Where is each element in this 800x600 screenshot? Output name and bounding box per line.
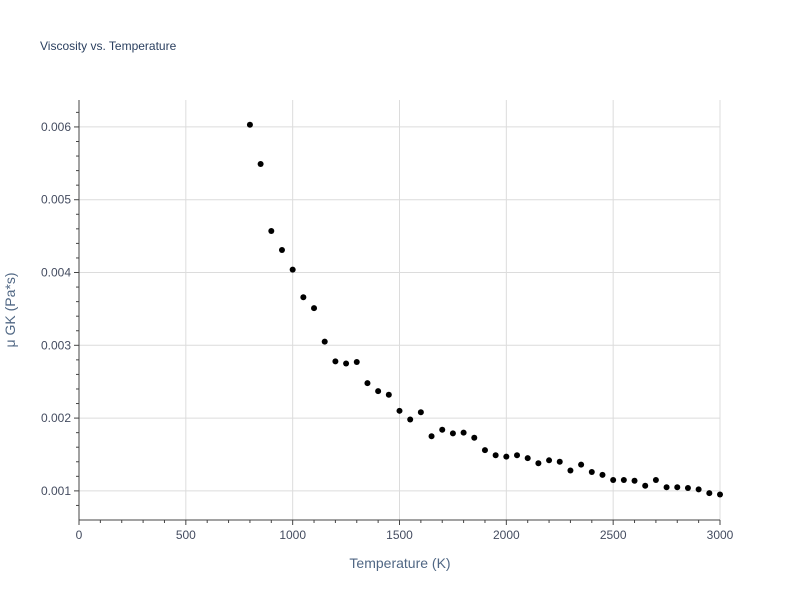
x-tick-label: 2500	[600, 528, 627, 542]
y-tick-label: 0.003	[41, 338, 71, 352]
x-tick-label: 1000	[279, 528, 306, 542]
data-point[interactable]	[663, 484, 670, 491]
data-point[interactable]	[642, 482, 649, 489]
data-point[interactable]	[268, 228, 275, 235]
chart-title: Viscosity vs. Temperature	[40, 39, 177, 53]
data-point[interactable]	[257, 161, 264, 168]
data-point[interactable]	[375, 388, 382, 395]
data-point[interactable]	[332, 358, 339, 365]
data-point[interactable]	[246, 121, 253, 128]
data-point[interactable]	[278, 246, 285, 253]
data-point[interactable]	[439, 426, 446, 433]
data-point[interactable]	[578, 461, 585, 468]
data-point[interactable]	[620, 476, 627, 483]
x-tick-label: 500	[176, 528, 196, 542]
data-point[interactable]	[599, 471, 606, 478]
data-point[interactable]	[706, 490, 713, 497]
data-point[interactable]	[492, 452, 499, 459]
data-point[interactable]	[546, 457, 553, 464]
data-point[interactable]	[321, 338, 328, 345]
y-axis-title: μ GK (Pa*s)	[2, 273, 18, 348]
data-point[interactable]	[428, 433, 435, 440]
data-point[interactable]	[364, 380, 371, 387]
x-tick-label: 1500	[386, 528, 413, 542]
y-axis-ticks: 0.001 0.002 0.003 0.004 0.005 0.006	[41, 111, 79, 506]
y-tick-label: 0.004	[41, 266, 71, 280]
x-tick-label: 2000	[493, 528, 520, 542]
data-point[interactable]	[343, 360, 350, 367]
data-point[interactable]	[610, 476, 617, 483]
data-point[interactable]	[449, 430, 456, 437]
data-point[interactable]	[396, 407, 403, 414]
data-point[interactable]	[481, 447, 488, 454]
gridlines	[79, 100, 721, 520]
data-point[interactable]	[311, 305, 318, 312]
data-points	[246, 121, 723, 498]
x-axis-title: Temperature (K)	[349, 555, 450, 571]
x-tick-label: 0	[76, 528, 83, 542]
data-point[interactable]	[567, 467, 574, 474]
data-point[interactable]	[417, 409, 424, 416]
data-point[interactable]	[695, 486, 702, 493]
data-point[interactable]	[535, 460, 542, 467]
y-tick-label: 0.002	[41, 411, 71, 425]
data-point[interactable]	[684, 484, 691, 491]
data-point[interactable]	[407, 416, 414, 423]
data-point[interactable]	[674, 484, 681, 491]
data-point[interactable]	[717, 491, 723, 498]
data-point[interactable]	[514, 452, 521, 459]
data-point[interactable]	[524, 455, 531, 462]
data-point[interactable]	[471, 434, 478, 441]
data-point[interactable]	[652, 476, 659, 483]
y-tick-label: 0.001	[41, 484, 71, 498]
data-point[interactable]	[385, 391, 392, 398]
data-point[interactable]	[503, 453, 510, 460]
x-tick-label: 3000	[707, 528, 734, 542]
data-point[interactable]	[556, 458, 563, 465]
data-point[interactable]	[289, 266, 296, 273]
data-point[interactable]	[460, 429, 467, 436]
y-tick-label: 0.005	[41, 193, 71, 207]
y-tick-label: 0.006	[41, 120, 71, 134]
data-point[interactable]	[631, 477, 638, 484]
x-axis-ticks: 0 500 1000 1500 2000 2500 3000	[76, 520, 734, 542]
data-point[interactable]	[353, 359, 360, 366]
data-point[interactable]	[588, 468, 595, 475]
data-point[interactable]	[300, 294, 307, 301]
